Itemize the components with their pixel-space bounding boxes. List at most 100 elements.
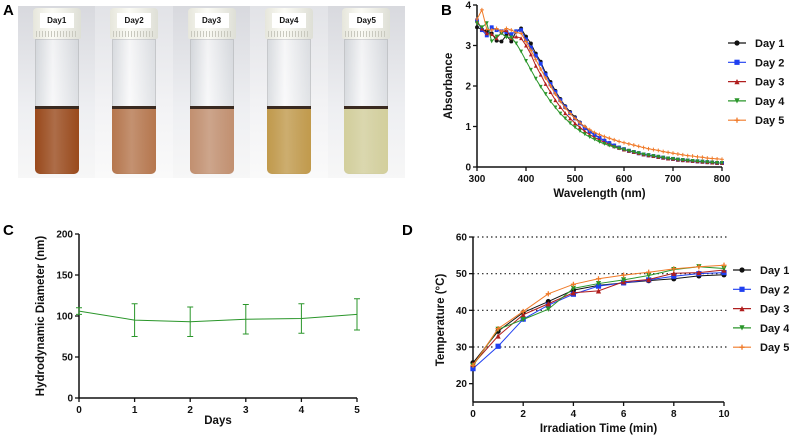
data-point [710,160,715,165]
x-tick-label: 10 [718,409,730,420]
data-point [646,153,651,158]
x-tick-label: 5 [354,405,360,416]
data-point [587,129,592,134]
data-point [577,129,582,133]
data-point [504,35,509,40]
vials-photo: Day1 Day2 Day3 Day4 Day5 [18,6,406,178]
data-point [519,28,524,33]
data-point [499,31,504,36]
data-point [680,152,685,157]
data-point [607,136,612,141]
y-tick-label: 50 [456,269,468,280]
data-point [475,21,479,26]
data-point [582,132,587,137]
x-tick-label: 1 [132,405,138,416]
vial-label: Day5 [349,13,384,28]
y-axis-label: Absorbance [443,53,455,119]
data-point [715,156,720,161]
data-point [582,124,587,129]
data-point [563,105,568,110]
panel-label-a: A [3,2,14,19]
data-point [533,57,538,62]
x-tick-label: 6 [621,409,627,420]
x-tick-label: 4 [571,409,577,420]
data-point [509,35,514,40]
data-point [514,41,519,46]
data-point [528,67,533,72]
data-point [721,262,727,268]
y-tick-label: 100 [56,312,73,323]
data-point [570,290,576,296]
data-point [524,43,528,48]
data-point [661,155,666,160]
y-tick-label: 0 [465,163,471,174]
data-point [484,33,489,38]
x-axis-label: Irradiation Time (min) [540,423,658,435]
legend-item: Day 5 [728,115,784,127]
data-point [587,135,592,139]
data-point [587,127,592,132]
data-point [696,264,702,270]
data-point [514,34,519,39]
data-point [721,265,727,272]
legend-marker [739,306,745,312]
data-point [538,67,543,71]
data-point [710,156,715,161]
data-point [597,135,602,140]
data-point [520,312,526,318]
data-point [470,366,476,372]
data-point [494,34,499,39]
x-tick-label: 700 [665,174,682,185]
data-point [592,130,597,135]
data-point [671,156,675,161]
data-point [671,270,677,276]
data-point [489,28,494,33]
y-tick-label: 20 [456,379,468,390]
data-point [563,111,568,116]
data-point [621,277,627,283]
data-point [538,84,543,89]
legend-marker [739,286,745,292]
data-point [720,157,724,162]
legend-marker [734,59,740,65]
legend-item: Day 4 [733,323,789,335]
series-day-5 [475,7,724,162]
legend-marker [739,325,745,331]
data-point [479,25,484,30]
x-tick-label: 800 [714,174,731,185]
series-line [78,310,358,323]
data-point [558,105,563,110]
data-point [612,137,617,142]
data-point [509,32,514,37]
data-point [548,99,553,104]
data-point [696,269,702,276]
vial-cap: Day1 [32,8,81,39]
data-point [509,39,514,44]
data-point [548,82,553,86]
data-point [685,158,690,163]
data-point [489,39,494,44]
x-tick-label: 500 [567,174,584,185]
data-point [705,160,710,165]
vial-label: Day4 [271,13,306,28]
data-point [597,139,602,144]
legend-label: Day 2 [755,57,784,69]
data-point [685,153,690,158]
data-point [479,7,484,12]
data-point [573,121,577,126]
data-point [558,99,563,104]
x-tick-label: 4 [299,405,305,416]
data-point [636,144,641,149]
data-point [520,308,526,315]
legend-item: Day 1 [733,265,789,277]
vial-cap: Day2 [110,8,159,39]
legend-item: Day 3 [733,304,789,316]
data-point [646,146,651,151]
legend-label: Day 4 [755,96,785,108]
series-diameter [76,298,360,337]
data-point [622,147,626,152]
data-point [592,137,597,142]
data-point [538,72,543,77]
